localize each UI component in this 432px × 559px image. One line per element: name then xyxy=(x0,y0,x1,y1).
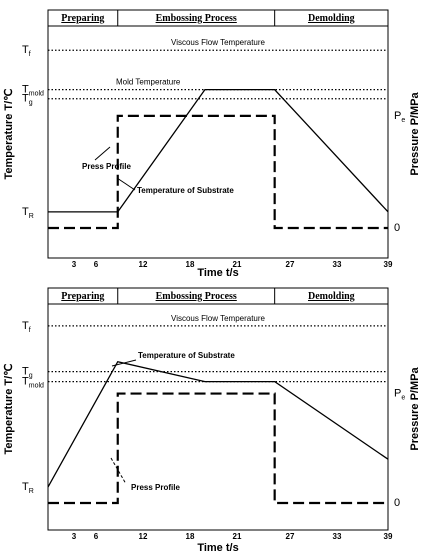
press-profile-line xyxy=(48,114,388,230)
left-level-label: Tf xyxy=(22,44,31,58)
annotation-label: Press Profile xyxy=(131,483,180,492)
left-level-label: TR xyxy=(22,206,34,220)
phase-label: Preparing xyxy=(61,291,104,302)
y-axis-label-right: Pressure P/MPa xyxy=(409,92,421,176)
y-axis-label-left: Temperature T/℃ xyxy=(3,88,15,179)
y-axis-label-right: Pressure P/MPa xyxy=(409,367,421,451)
x-tick-label: 27 xyxy=(286,532,295,541)
reference-line-label: Viscous Flow Temperature xyxy=(171,38,266,47)
left-level-label: Tg xyxy=(22,366,33,380)
right-level-label: Pe xyxy=(394,388,405,402)
x-tick-label: 21 xyxy=(233,532,242,541)
annotation-leader xyxy=(111,359,137,367)
x-tick-label: 6 xyxy=(94,260,99,269)
phase-label: Embossing Process xyxy=(156,291,237,302)
annotation-leader xyxy=(116,177,136,191)
left-level-label: Tmold xyxy=(22,84,44,98)
x-tick-label: 3 xyxy=(72,260,77,269)
x-axis-label: Time t/s xyxy=(197,542,238,554)
phase-label: Embossing Process xyxy=(156,13,237,24)
y-axis-label-left: Temperature T/℃ xyxy=(3,363,15,454)
x-axis-label: Time t/s xyxy=(197,267,238,279)
chart-panel-1: Preparing Embossing Process Demolding Visco… xyxy=(3,9,421,279)
x-tick-label: 39 xyxy=(384,532,393,541)
x-tick-label: 18 xyxy=(186,532,195,541)
x-tick-label: 33 xyxy=(333,532,342,541)
x-tick-label: 12 xyxy=(139,532,148,541)
x-tick-label: 6 xyxy=(94,532,99,541)
plot-frame xyxy=(47,9,389,259)
left-level-label: Tf xyxy=(22,320,31,334)
reference-line-label: Viscous Flow Temperature xyxy=(171,314,266,323)
press-profile-line xyxy=(48,392,388,505)
right-level-label: 0 xyxy=(394,222,400,234)
x-tick-label: 33 xyxy=(333,260,342,269)
x-tick-label: 39 xyxy=(384,260,393,269)
substrate-temperature-line xyxy=(47,360,389,488)
right-level-label: 0 xyxy=(394,497,400,509)
left-level-label: TR xyxy=(22,481,34,495)
annotation-leader xyxy=(110,457,127,485)
annotation-label: Press Profile xyxy=(82,162,131,171)
x-tick-label: 12 xyxy=(139,260,148,269)
x-tick-label: 3 xyxy=(72,532,77,541)
chart-panel-2: Preparing Embossing Process Demolding Visco… xyxy=(3,287,421,554)
phase-label: Preparing xyxy=(61,13,104,24)
x-tick-label: 18 xyxy=(186,260,195,269)
plot-frame xyxy=(47,287,389,531)
phase-label: Demolding xyxy=(308,13,355,24)
reference-line-label: Mold Temperature xyxy=(116,78,181,87)
annotation-label: Temperature of Substrate xyxy=(137,186,234,195)
phase-label: Demolding xyxy=(308,291,355,302)
substrate-temperature-line xyxy=(48,88,389,213)
annotation-label: Temperature of Substrate xyxy=(138,351,235,360)
left-level-label: Tmold xyxy=(22,376,44,390)
x-tick-label: 21 xyxy=(233,260,242,269)
annotation-leader xyxy=(94,146,111,161)
x-tick-label: 27 xyxy=(286,260,295,269)
right-level-label: Pe xyxy=(394,110,405,124)
left-level-label: Tg xyxy=(22,93,33,107)
